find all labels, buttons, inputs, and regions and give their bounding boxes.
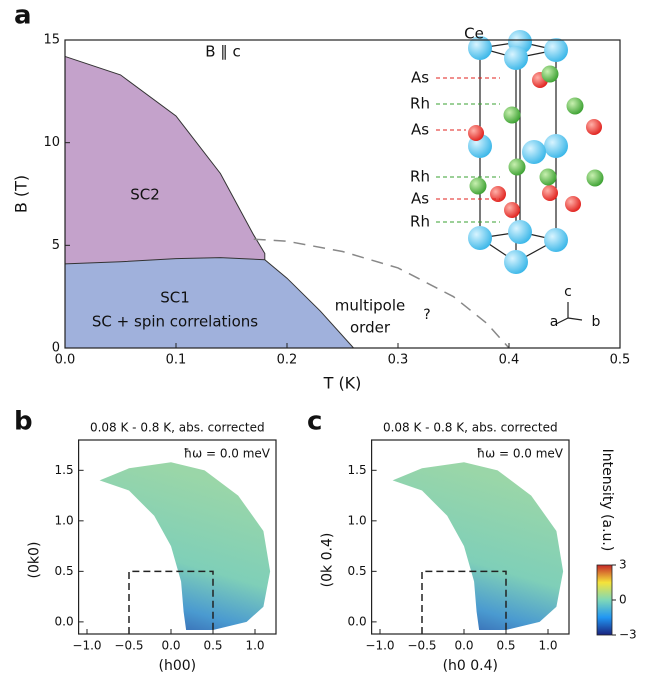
axes-frame [64, 39, 621, 349]
x-tick-label: −1.0 [72, 639, 101, 653]
axes-frame [77, 439, 277, 635]
atom [544, 228, 568, 252]
atom [565, 196, 581, 212]
x-tick-label: −1.0 [365, 639, 394, 653]
y-tick-label: 1.5 [348, 463, 367, 477]
atom [504, 250, 528, 274]
axis-name: a [550, 314, 559, 330]
y-tick-label: 1.0 [348, 513, 367, 527]
crystal-structure [468, 30, 604, 274]
panel-label: b [14, 407, 33, 437]
atom-label: As [411, 69, 429, 87]
colorbar-tick-label: −3 [619, 628, 637, 642]
region-box [128, 570, 214, 634]
atom [522, 140, 546, 164]
atom [503, 106, 521, 124]
atom [469, 177, 487, 195]
atom [468, 226, 492, 250]
atom [542, 185, 558, 201]
y-tick-label: 0 [52, 341, 60, 356]
x-tick-label: 0.2 [277, 353, 298, 368]
y-tick-label: 15 [43, 33, 60, 48]
y-axis-label: (0k 0.4) [320, 533, 336, 588]
x-tick-label: 1.0 [538, 639, 557, 653]
x-tick-label: 0.5 [610, 353, 631, 368]
axis-name: b [592, 314, 601, 330]
atom [468, 125, 484, 141]
y-tick-label: 1.5 [55, 463, 74, 477]
atom [508, 220, 532, 244]
y-axis-label: (0k0) [27, 542, 43, 579]
colorbar [596, 564, 613, 636]
panel-title: 0.08 K - 0.8 K, abs. corrected [383, 421, 558, 435]
y-tick-label: 0.0 [55, 614, 74, 628]
colorbar-tick-label: 0 [619, 593, 627, 607]
annotation: ? [423, 307, 430, 323]
y-tick-label: 5 [52, 238, 60, 253]
axis-arrow [567, 317, 583, 321]
atom-label: Ce [464, 25, 484, 43]
atom [544, 134, 568, 158]
x-tick-label: 0.4 [499, 353, 520, 368]
atom [490, 186, 506, 202]
x-axis-label: (h00) [158, 658, 196, 674]
x-axis-label: T (K) [323, 374, 362, 393]
atom [544, 38, 568, 62]
y-tick-label: 0.5 [348, 564, 367, 578]
axis-arrow [555, 317, 569, 325]
x-tick-label: 0.5 [203, 639, 222, 653]
atom [468, 36, 492, 60]
annotation: SC + spin correlations [92, 313, 258, 331]
annotation: SC1 [160, 289, 190, 307]
x-tick-label: 0.0 [55, 353, 76, 368]
atom-label: Rh [410, 95, 430, 113]
atom [539, 168, 557, 186]
x-tick-label: 0.1 [166, 353, 187, 368]
annotation: ħω = 0.0 meV [184, 447, 271, 461]
intensity-map [99, 462, 271, 630]
phase-boundary [253, 238, 510, 349]
annotation: ħω = 0.0 meV [477, 447, 564, 461]
annotation: SC2 [130, 186, 160, 204]
atom [586, 119, 602, 135]
x-tick-label: 1.0 [245, 639, 264, 653]
x-tick-label: 0.5 [496, 639, 515, 653]
axis-name: c [564, 284, 572, 300]
x-axis-label: (h0 0.4) [443, 658, 498, 674]
panel-label: c [307, 407, 322, 437]
phase-region [64, 257, 355, 349]
annotation: multipole [335, 297, 405, 315]
colorbar-tick-label: 3 [619, 558, 627, 572]
colorbar-label: Intensity (a.u.) [599, 449, 615, 552]
x-tick-label: 0.0 [161, 639, 180, 653]
y-tick-label: 1.0 [55, 513, 74, 527]
axes-frame [371, 439, 570, 635]
atom-label: Rh [410, 168, 430, 186]
atom [566, 97, 584, 115]
atom [541, 65, 559, 83]
y-tick-label: 10 [43, 135, 60, 150]
annotation: B ∥ c [205, 43, 241, 61]
y-axis-label: B (T) [12, 175, 31, 213]
atom [504, 202, 520, 218]
atom [508, 158, 526, 176]
intensity-map [392, 462, 564, 630]
atom-label: As [411, 121, 429, 139]
x-tick-label: −0.5 [114, 639, 143, 653]
atom-label: As [411, 190, 429, 208]
y-tick-label: 0.5 [55, 564, 74, 578]
x-tick-label: −0.5 [407, 639, 436, 653]
atom [586, 169, 604, 187]
panel-title: 0.08 K - 0.8 K, abs. corrected [90, 421, 265, 435]
region-box [421, 570, 507, 634]
atom [504, 46, 528, 70]
atom-label: Rh [410, 213, 430, 231]
x-tick-label: 0.3 [388, 353, 409, 368]
y-tick-label: 0.0 [348, 614, 367, 628]
x-tick-label: 0.0 [454, 639, 473, 653]
annotation: order [350, 319, 391, 337]
panel-label: a [14, 1, 32, 31]
